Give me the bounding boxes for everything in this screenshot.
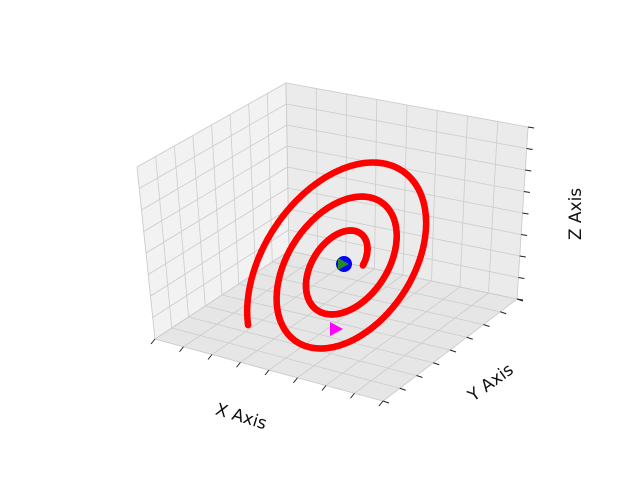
left-wall-grid-line (229, 114, 240, 285)
trajectory-point (359, 262, 367, 269)
left-wall-grid-line (136, 82, 287, 168)
y-axis-tick (500, 311, 507, 315)
back-wall-grid-line (285, 82, 529, 128)
floor-grid-line (205, 305, 434, 364)
x-axis-tick (264, 369, 270, 376)
y-axis-tick (382, 400, 390, 404)
back-wall-grid-line (459, 115, 468, 288)
y-axis-tick (483, 324, 490, 327)
z-axis-tick (518, 277, 525, 279)
z-axis-tick (523, 191, 530, 193)
x-axis-label: X Axis (213, 400, 269, 434)
left-wall-grid-line (141, 124, 287, 211)
x-axis-tick (378, 400, 384, 407)
x-axis-tick (293, 377, 298, 384)
y-axis-tick (516, 298, 524, 302)
y-axis-tick (449, 349, 457, 353)
x-axis-tick (207, 354, 213, 360)
back-wall-grid-line (286, 103, 527, 149)
y-axis-tick (399, 387, 406, 391)
z-axis-tick (522, 212, 529, 215)
y-axis-tick (416, 375, 423, 378)
floor-grid-line (354, 292, 489, 394)
z-axis-tick (526, 148, 533, 150)
x-axis-tick (321, 385, 327, 391)
z-axis-label: Z Axis (566, 188, 586, 240)
left-wall-grid-line (285, 82, 290, 252)
left-wall-grid-line (139, 103, 287, 189)
x-axis-tick (179, 346, 184, 353)
x-axis-tick (236, 361, 241, 368)
axis-ticks (150, 126, 535, 407)
floor-grid-line (221, 294, 451, 351)
floor-grid-line (325, 286, 461, 386)
start-position-marker (330, 322, 343, 336)
y-axis-label: Y Axis (464, 360, 518, 407)
left-wall-grid-line (143, 145, 288, 232)
z-axis-tick (525, 169, 532, 172)
markers (330, 256, 352, 336)
left-wall-grid-line (248, 103, 256, 274)
x-axis-tick (150, 338, 156, 345)
z-axis-tick (527, 126, 535, 129)
back-wall-grid-line (431, 110, 438, 282)
x-axis-tick (350, 392, 355, 399)
current-position-marker (338, 258, 349, 270)
trajectory-series (243, 159, 430, 352)
y-axis-tick (433, 362, 440, 366)
floor-grid-line (171, 327, 400, 389)
back-wall-grid-line (287, 145, 524, 192)
z-axis-tick (521, 234, 528, 236)
z-axis-tick (519, 255, 526, 258)
grid-lines (136, 82, 529, 402)
back-wall-grid-line (286, 124, 526, 171)
y-axis-tick (466, 336, 473, 340)
back-wall-grid-line (488, 121, 499, 294)
left-wall-grid-line (145, 166, 288, 254)
